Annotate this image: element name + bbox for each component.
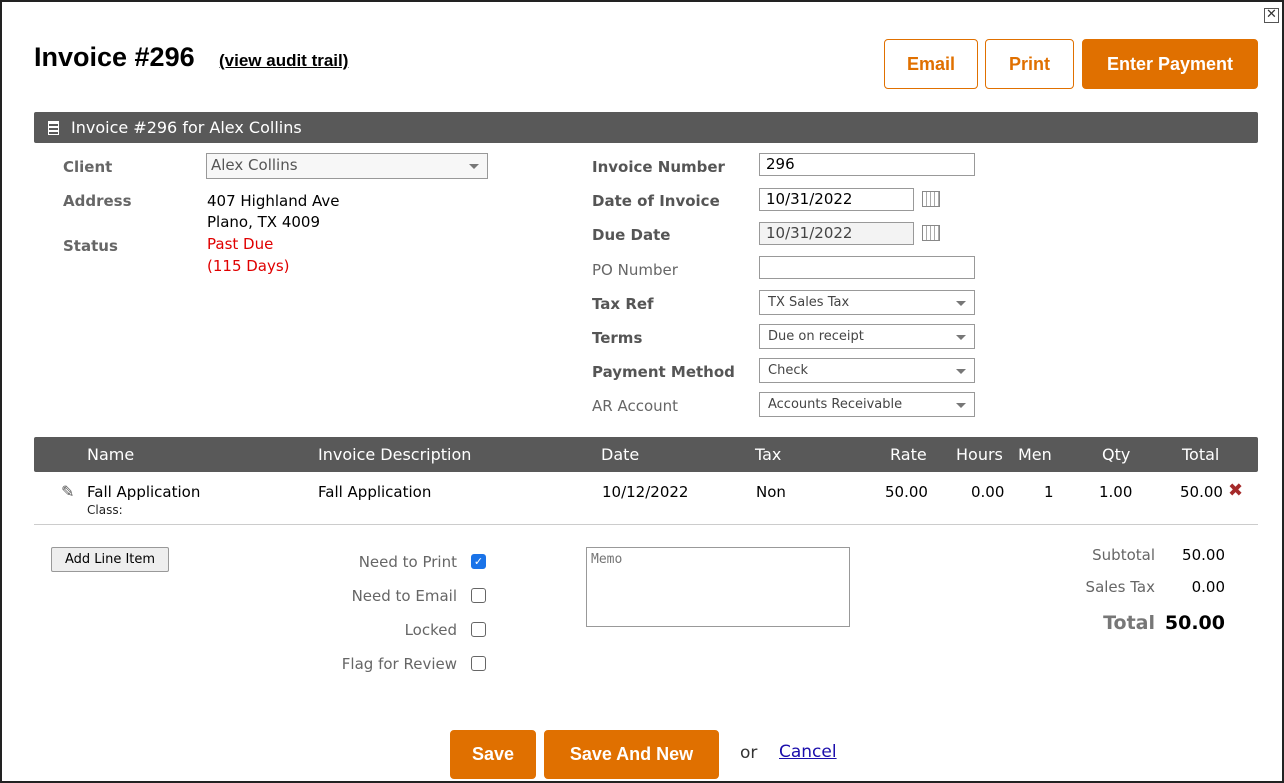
date-label: Date of Invoice: [592, 192, 720, 210]
row-rate: 50.00: [885, 483, 928, 501]
save-and-new-button[interactable]: Save And New: [544, 730, 719, 779]
pencil-icon[interactable]: ✎: [61, 482, 75, 501]
page-title: Invoice #296: [34, 42, 195, 72]
chevron-down-icon: [956, 301, 966, 306]
locked-checkbox[interactable]: [471, 622, 486, 637]
address-label: Address: [63, 192, 132, 210]
row-name: Fall Application: [87, 483, 201, 501]
section-header: Invoice #296 for Alex Collins: [34, 112, 1258, 143]
print-button[interactable]: Print: [985, 39, 1074, 89]
memo-textarea[interactable]: [586, 547, 850, 627]
due-date-label: Due Date: [592, 226, 671, 244]
payment-method-label: Payment Method: [592, 363, 735, 381]
tax-ref-select[interactable]: TX Sales Tax: [759, 290, 975, 315]
table-row: ✎ Fall Application Class: Fall Applicati…: [34, 472, 1258, 525]
calendar-icon[interactable]: [922, 191, 940, 207]
invoice-number-label: Invoice Number: [592, 158, 725, 176]
row-qty: 1.00: [1099, 483, 1133, 501]
need-print-checkbox[interactable]: ✓: [471, 554, 486, 569]
row-class: Class:: [87, 503, 123, 517]
chevron-down-icon: [956, 369, 966, 374]
section-title: Invoice #296 for Alex Collins: [71, 118, 302, 137]
flag-review-checkbox[interactable]: [471, 656, 486, 671]
audit-trail-link[interactable]: (view audit trail): [219, 51, 349, 70]
status-label: Status: [63, 237, 118, 255]
po-label: PO Number: [592, 261, 678, 279]
payment-method-value: Check: [768, 363, 808, 378]
col-hours: Hours: [956, 445, 1003, 464]
sales-tax-label: Sales Tax: [1085, 578, 1155, 596]
ar-account-label: AR Account: [592, 397, 679, 415]
col-tax: Tax: [755, 445, 782, 464]
need-email-checkbox[interactable]: [471, 588, 486, 603]
sales-tax-value: 0.00: [1191, 578, 1225, 596]
save-button[interactable]: Save: [450, 730, 536, 779]
invoice-number-input[interactable]: 296: [759, 153, 975, 176]
chevron-down-icon: [956, 403, 966, 408]
enter-payment-button[interactable]: Enter Payment: [1082, 39, 1258, 89]
email-button[interactable]: Email: [884, 39, 978, 89]
row-tax: Non: [756, 483, 786, 501]
col-men: Men: [1018, 445, 1052, 464]
invoice-icon: [48, 120, 59, 135]
chevron-down-icon: [956, 335, 966, 340]
cancel-link[interactable]: Cancel: [779, 742, 837, 762]
date-input[interactable]: 10/31/2022: [759, 188, 914, 211]
address-line2: Plano, TX 4009: [207, 213, 321, 231]
po-input[interactable]: [759, 256, 975, 279]
subtotal-value: 50.00: [1182, 546, 1225, 564]
col-qty: Qty: [1102, 445, 1131, 464]
terms-value: Due on receipt: [768, 329, 864, 344]
total-label: Total: [1103, 612, 1155, 634]
status-value: Past Due: [207, 235, 274, 253]
col-name: Name: [87, 445, 135, 464]
col-date: Date: [601, 445, 640, 464]
client-value: Alex Collins: [211, 156, 298, 174]
row-description: Fall Application: [318, 483, 432, 501]
tax-ref-value: TX Sales Tax: [768, 295, 850, 310]
col-rate: Rate: [890, 445, 927, 464]
col-description: Invoice Description: [318, 445, 472, 464]
or-text: or: [740, 743, 758, 763]
close-button[interactable]: ✕: [1264, 8, 1279, 23]
row-date: 10/12/2022: [602, 483, 689, 501]
tax-ref-label: Tax Ref: [592, 295, 654, 313]
terms-select[interactable]: Due on receipt: [759, 324, 975, 349]
need-print-label: Need to Print: [358, 553, 457, 571]
row-hours: 0.00: [971, 483, 1005, 501]
need-email-label: Need to Email: [351, 587, 457, 605]
client-label: Client: [63, 158, 113, 176]
client-select[interactable]: Alex Collins: [206, 153, 488, 179]
ar-account-select[interactable]: Accounts Receivable: [759, 392, 975, 417]
subtotal-label: Subtotal: [1092, 546, 1155, 564]
due-date-input[interactable]: 10/31/2022: [759, 222, 914, 245]
row-total: 50.00: [1180, 483, 1223, 501]
chevron-down-icon: [469, 164, 479, 169]
table-header: Name Invoice Description Date Tax Rate H…: [34, 437, 1258, 472]
total-value: 50.00: [1164, 612, 1225, 634]
flag-review-label: Flag for Review: [341, 655, 457, 673]
locked-label: Locked: [404, 621, 457, 639]
ar-account-value: Accounts Receivable: [768, 397, 903, 412]
status-days: (115 Days): [207, 257, 290, 275]
calendar-icon[interactable]: [922, 225, 940, 241]
row-men: 1: [1044, 483, 1054, 501]
delete-icon[interactable]: ✖: [1228, 480, 1244, 501]
add-line-item-button[interactable]: Add Line Item: [51, 547, 169, 572]
address-line1: 407 Highland Ave: [207, 192, 340, 210]
payment-method-select[interactable]: Check: [759, 358, 975, 383]
terms-label: Terms: [592, 329, 643, 347]
col-total: Total: [1182, 445, 1220, 464]
